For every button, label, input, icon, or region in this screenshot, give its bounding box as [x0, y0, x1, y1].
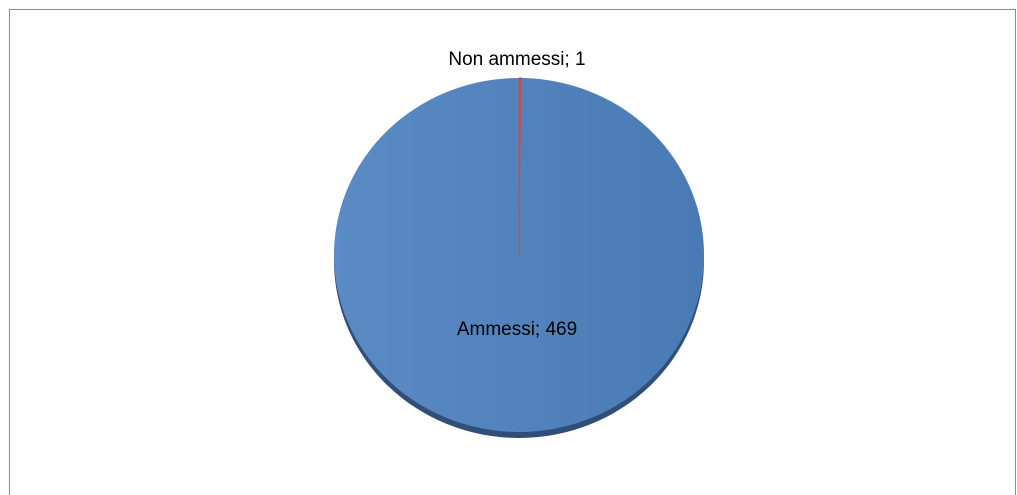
data-label-ammessi: Ammessi; 469	[457, 319, 577, 340]
data-label-non-ammessi: Non ammessi; 1	[448, 49, 585, 70]
